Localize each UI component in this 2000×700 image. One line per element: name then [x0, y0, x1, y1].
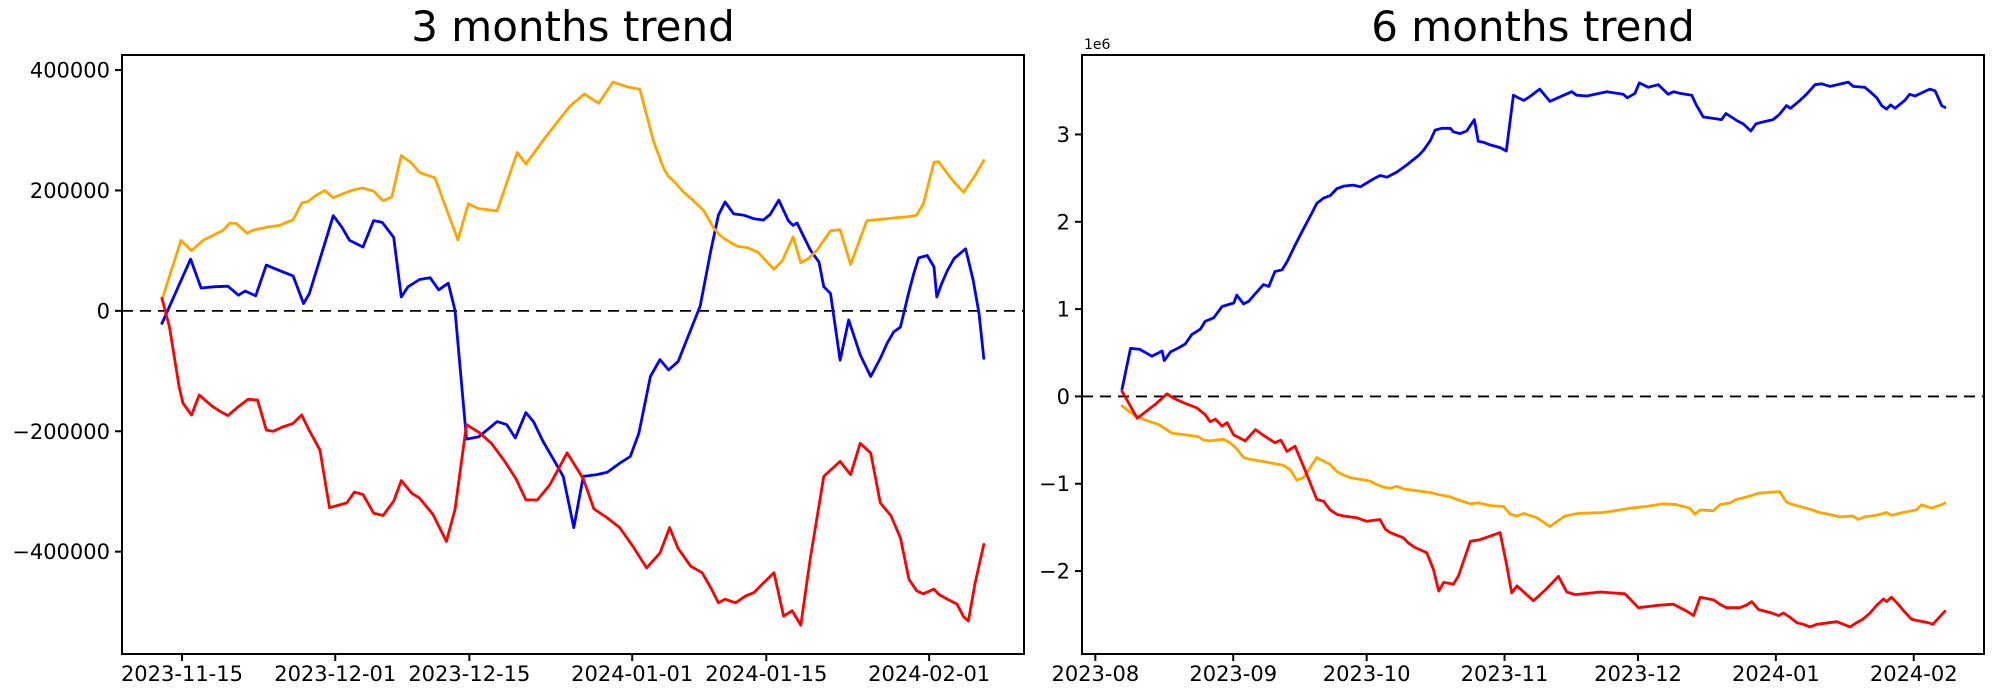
x-tick-label: 2023-11-15	[121, 662, 243, 686]
y-tick-label: 400000	[30, 59, 110, 83]
plot-box	[1081, 54, 1985, 655]
y-tick-label: −200000	[12, 420, 110, 444]
x-tick-label: 2024-01-01	[571, 662, 693, 686]
chart-title-6-months: 6 months trend	[1371, 2, 1695, 51]
y-tick-label: 3	[1057, 123, 1070, 147]
series-line-red	[160, 296, 986, 627]
y-tick-label: −2	[1039, 560, 1070, 584]
x-tick-label: 2023-08	[1051, 662, 1139, 686]
series-line-orange	[160, 80, 986, 302]
plot-box	[121, 54, 1025, 655]
series-line-orange	[1120, 404, 1947, 528]
x-tick-label: 2023-12	[1594, 662, 1682, 686]
x-tick-label: 2024-01	[1732, 662, 1820, 686]
x-tick-label: 2023-10	[1323, 662, 1411, 686]
x-tick-label: 2023-11	[1461, 662, 1549, 686]
x-tick-label: 2023-12-15	[408, 662, 530, 686]
x-tick-label: 2024-02	[1870, 662, 1958, 686]
y-tick-label: 2	[1057, 210, 1070, 234]
y-tick-label: 200000	[30, 179, 110, 203]
series-line-red	[1120, 389, 1947, 629]
y-tick-label: −1	[1039, 472, 1070, 496]
y-tick-label: 0	[97, 299, 110, 323]
x-tick-label: 2024-02-01	[868, 662, 990, 686]
x-tick-label: 2024-01-15	[705, 662, 827, 686]
x-tick-label: 2023-09	[1189, 662, 1277, 686]
y-tick-label: 0	[1057, 385, 1070, 409]
y-tick-label: −400000	[12, 540, 110, 564]
x-tick-label: 2023-12-01	[274, 662, 396, 686]
chart-title-3-months: 3 months trend	[411, 2, 735, 51]
series-line-blue	[1120, 80, 1947, 391]
series-line-blue	[160, 198, 986, 529]
y-tick-label: 1	[1057, 298, 1070, 322]
y-axis-offset-label: 1e6	[1084, 37, 1111, 53]
